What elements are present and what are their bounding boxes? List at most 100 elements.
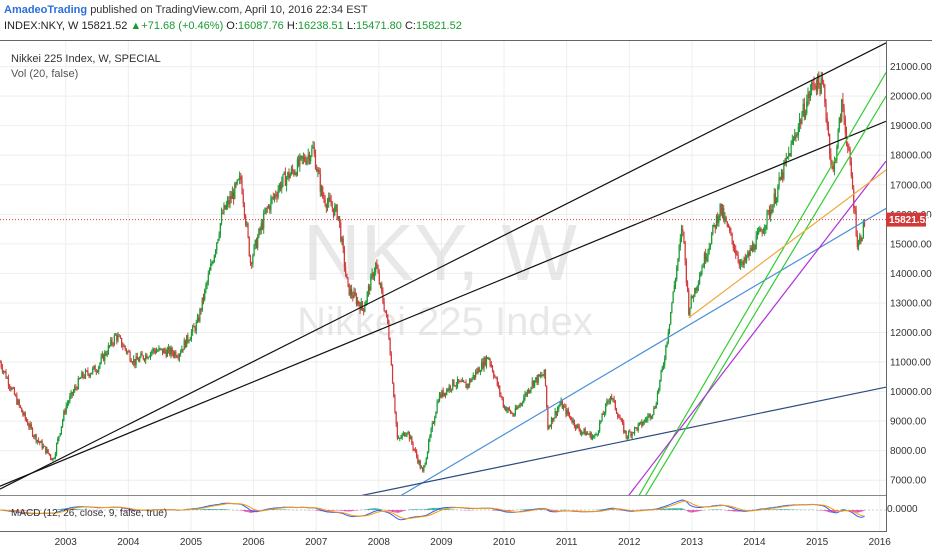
candle-body [405, 434, 407, 437]
candle-body [390, 355, 392, 365]
candle-body [432, 423, 435, 424]
trendline-green[interactable] [639, 95, 886, 507]
candle-body [17, 400, 19, 405]
candle-body [459, 381, 461, 383]
watermark-symbol: NKY, W [303, 208, 578, 297]
candle-body [170, 348, 172, 355]
trendline-orange[interactable] [688, 169, 886, 319]
candle-body [9, 385, 11, 388]
candle-body [304, 157, 306, 161]
candle-body [579, 430, 581, 434]
candle-body [494, 376, 496, 378]
trendline-green[interactable] [632, 72, 886, 507]
price-tick-label: 14000.00 [890, 269, 932, 280]
candle-body [859, 236, 861, 244]
candle-body [239, 176, 241, 180]
price-axis[interactable]: 21000.00 20000.00 19000.00 18000.00 17000.00… [890, 62, 932, 487]
candle-body [349, 288, 352, 296]
symbol-label[interactable]: INDEX:NKY, W [4, 20, 79, 32]
candle-body [278, 184, 280, 191]
candle-body [106, 353, 108, 355]
candle-body [627, 431, 630, 438]
candle-body [701, 267, 703, 273]
candle-body [214, 250, 217, 256]
candle-body [385, 312, 388, 315]
candle-body [855, 211, 857, 236]
trendline-magenta[interactable] [620, 160, 886, 507]
price-tick-label: 21000.00 [890, 62, 932, 73]
candle-body [580, 432, 583, 434]
candle-body [678, 246, 680, 259]
candle-body [341, 238, 343, 242]
price-chart[interactable]: NKY, W Nikkei 225 Index MACD (12, 26, cl… [0, 40, 932, 550]
candle-body [146, 354, 148, 359]
year-tick-label: 2010 [493, 537, 516, 548]
candle-body [251, 262, 253, 265]
candle-body [712, 224, 714, 235]
candle-body [143, 359, 146, 361]
candle-body [600, 420, 602, 423]
candle-body [175, 351, 177, 357]
trendline-blue[interactable] [382, 207, 886, 506]
candle-body [589, 432, 591, 435]
candle-body [119, 336, 122, 338]
candle-body [255, 239, 258, 249]
ohlc-line: INDEX:NKY, W 15821.52 ▲+71.68 (+0.46%) O… [4, 20, 462, 32]
candle-body [127, 351, 129, 353]
candle-body [842, 99, 844, 108]
candle-body [541, 374, 543, 377]
candle-body [159, 348, 161, 349]
candle-body [116, 334, 118, 341]
candle-body [108, 345, 111, 347]
candle-body [631, 432, 633, 437]
year-tick-label: 2005 [180, 537, 203, 548]
candle-body [646, 419, 648, 421]
year-tick-label: 2011 [556, 537, 578, 548]
candle-body [572, 420, 574, 423]
candle-body [643, 420, 645, 424]
time-axis[interactable]: 2003 2004 2005 2006 2007 2008 2009 2010 2011 2012… [55, 537, 892, 548]
candle-body [615, 409, 618, 414]
candle-body [88, 373, 90, 377]
candle-body [490, 363, 492, 367]
candle-body [130, 360, 132, 363]
candle-body [573, 420, 575, 426]
candle-body [320, 186, 323, 192]
candle-body [429, 436, 431, 441]
candle-body [554, 411, 556, 418]
candle-body [751, 244, 754, 251]
candle-body [178, 354, 181, 359]
candle-body [212, 262, 214, 264]
candle-body [377, 268, 379, 274]
price-tick-label: 18000.00 [890, 151, 932, 162]
candle-body [797, 126, 799, 136]
publisher-link[interactable]: AmadeoTrading [4, 4, 88, 16]
low-label: L: [346, 20, 357, 32]
candle-body [3, 371, 5, 372]
candle-body [241, 179, 243, 194]
candle-body [294, 172, 296, 175]
candle-body [680, 229, 683, 239]
candle-body [617, 413, 619, 418]
candle-body [269, 205, 271, 210]
candle-body [264, 212, 266, 214]
trendline-navy[interactable] [307, 386, 886, 507]
candle-body [219, 223, 221, 235]
candle-body [198, 317, 200, 322]
candle-body [196, 317, 199, 323]
trendline-black[interactable] [0, 120, 886, 487]
candle-body [542, 375, 544, 377]
candle-body [790, 143, 792, 157]
candle-body [411, 436, 413, 444]
candle-body [694, 288, 696, 297]
price-tick-label: 9000.00 [890, 417, 927, 428]
candle-body [766, 211, 768, 225]
candle-body [715, 215, 718, 229]
trendline-black[interactable] [0, 42, 886, 490]
candle-body [639, 421, 642, 423]
candle-body [785, 157, 787, 163]
candle-body [839, 117, 842, 122]
candle-body [642, 423, 644, 426]
trendlines-layer[interactable] [0, 42, 886, 507]
candle-body [485, 357, 488, 366]
